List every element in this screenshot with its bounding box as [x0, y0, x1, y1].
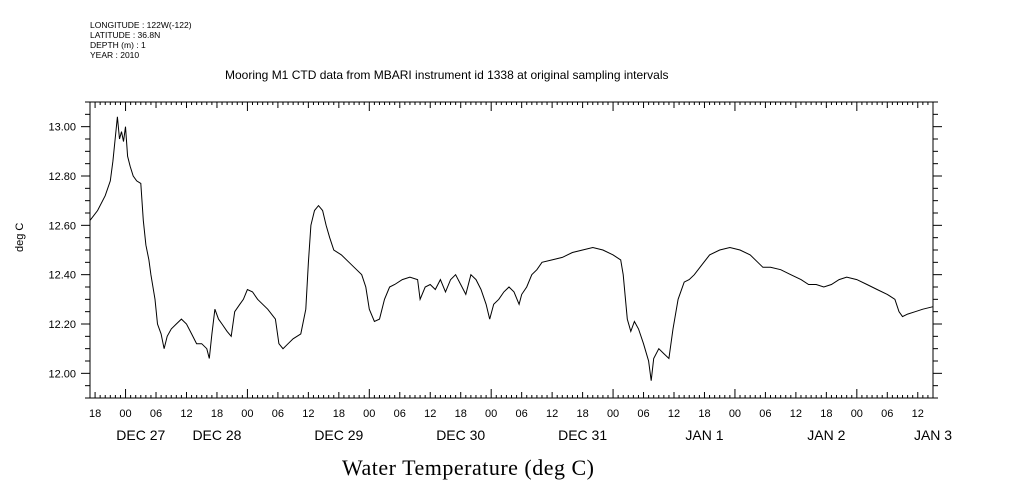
series-line-temperature	[89, 116, 934, 381]
x-tick-label: 12	[424, 408, 436, 420]
x-tick-label: 18	[820, 408, 832, 420]
y-tick-label: 12.60	[48, 220, 76, 232]
x-tick-label: 18	[698, 408, 710, 420]
x-tick-label: 00	[363, 408, 375, 420]
x-tick-label: 00	[607, 408, 619, 420]
x-tick-label: 06	[394, 408, 406, 420]
x-tick-label: 18	[455, 408, 467, 420]
y-tick-label: 13.00	[48, 122, 76, 134]
x-tick-label: 12	[180, 408, 192, 420]
y-tick-label: 12.40	[48, 270, 76, 282]
x-day-label: JAN 2	[807, 427, 845, 443]
x-tick-label: 00	[485, 408, 497, 420]
x-tick-label: 06	[272, 408, 284, 420]
depth-text: DEPTH (m) : 1	[90, 40, 146, 50]
x-tick-label: 06	[881, 408, 893, 420]
x-day-label: DEC 31	[558, 427, 607, 443]
metadata-block: LONGITUDE : 122W(-122) LATITUDE : 36.8N …	[90, 20, 192, 60]
y-tick-label: 12.80	[48, 171, 76, 183]
plot-frame	[89, 101, 934, 399]
y-tick-label: 12.20	[48, 319, 76, 331]
x-tick-label: 12	[546, 408, 558, 420]
x-day-label: DEC 29	[314, 427, 363, 443]
x-tick-label: 18	[576, 408, 588, 420]
x-tick-label: 06	[759, 408, 771, 420]
x-tick-label: 12	[302, 408, 314, 420]
x-day-label: JAN 3	[914, 427, 952, 443]
x-tick-label: 12	[790, 408, 802, 420]
chart-title: Mooring M1 CTD data from MBARI instrumen…	[225, 68, 669, 82]
x-tick-label: 12	[668, 408, 680, 420]
longitude-text: LONGITUDE : 122W(-122)	[90, 20, 192, 30]
x-day-label: DEC 30	[436, 427, 485, 443]
x-day-label: DEC 27	[116, 427, 165, 443]
year-text: YEAR : 2010	[90, 50, 140, 60]
x-tick-label: 18	[211, 408, 223, 420]
x-tick-label: 00	[851, 408, 863, 420]
y-tick-label: 12.00	[48, 368, 76, 380]
x-day-label: DEC 28	[192, 427, 241, 443]
x-day-label: JAN 1	[685, 427, 723, 443]
x-axis-title: Water Temperature (deg C)	[342, 455, 595, 480]
x-tick-label: 00	[729, 408, 741, 420]
x-tick-label: 18	[333, 408, 345, 420]
x-tick-label: 00	[241, 408, 253, 420]
x-tick-label: 00	[119, 408, 131, 420]
x-tick-label: 12	[912, 408, 924, 420]
latitude-text: LATITUDE : 36.8N	[90, 30, 161, 40]
x-tick-label: 06	[637, 408, 649, 420]
x-tick-label: 06	[150, 408, 162, 420]
x-tick-label: 18	[89, 408, 101, 420]
x-tick-label: 06	[516, 408, 528, 420]
